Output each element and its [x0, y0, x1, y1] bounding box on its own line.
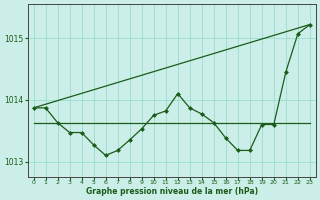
X-axis label: Graphe pression niveau de la mer (hPa): Graphe pression niveau de la mer (hPa)	[86, 187, 258, 196]
